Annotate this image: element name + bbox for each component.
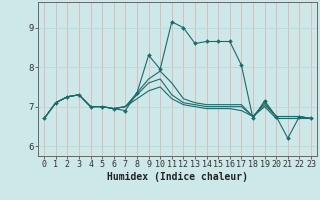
X-axis label: Humidex (Indice chaleur): Humidex (Indice chaleur) <box>107 172 248 182</box>
